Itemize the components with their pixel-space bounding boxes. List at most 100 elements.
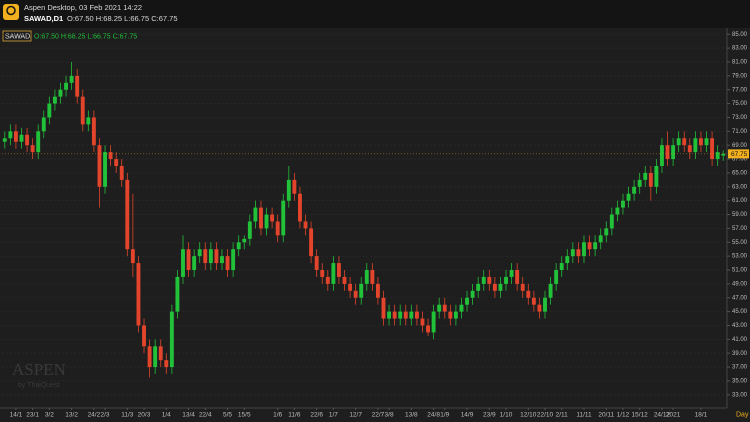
candle-body (97, 145, 102, 187)
candle-body (609, 214, 614, 229)
candle-body (19, 134, 24, 142)
x-tick-label: 22/7 (372, 412, 385, 419)
symbol-timeframe: SAWAD,D1 (24, 14, 63, 23)
candle-body (531, 297, 536, 305)
candle-body (13, 131, 18, 142)
candle-body (576, 249, 581, 257)
y-tick-label: 37.00 (732, 365, 748, 371)
candle-body (192, 256, 197, 271)
candle-body (704, 138, 709, 146)
y-tick-label: 75.00 (732, 101, 748, 107)
candle-body (615, 207, 620, 215)
candle-body (487, 276, 492, 284)
symbol-box[interactable] (2, 30, 32, 42)
x-tick-label: 2/3 (101, 412, 110, 419)
candle-body (320, 270, 325, 277)
y-tick-label: 61.00 (732, 198, 748, 204)
candle-body (470, 290, 475, 298)
candle-body (392, 311, 397, 319)
candle-body (91, 117, 96, 146)
candle-body (69, 75, 74, 83)
symbol-label: SAWAD (5, 33, 30, 40)
y-tick-label: 39.00 (732, 351, 748, 357)
candle-body (214, 249, 219, 264)
candle-body (637, 179, 642, 187)
candle-body (498, 283, 503, 291)
candle-body (604, 228, 609, 236)
candle-body (570, 249, 575, 257)
x-tick-label: 24/12 (654, 412, 671, 419)
candle-body (665, 145, 670, 160)
x-tick-label: 15/12 (632, 412, 649, 419)
candle-body (75, 75, 80, 97)
candle-body (336, 263, 341, 277)
x-tick-label: 14/1 (10, 412, 23, 419)
y-tick-label: 59.00 (732, 212, 748, 218)
x-tick-label: 13/8 (405, 412, 418, 419)
x-tick-label: 14/9 (461, 412, 474, 419)
candle-body (682, 138, 687, 146)
candle-body (442, 304, 447, 312)
candle-body (253, 207, 258, 222)
candle-body (420, 318, 425, 326)
y-tick-label: 81.00 (732, 60, 748, 66)
y-tick-label: 49.00 (732, 281, 748, 287)
candle-body (275, 221, 280, 236)
candle-body (548, 283, 553, 298)
candle-body (359, 283, 364, 298)
candle-body (632, 186, 637, 194)
candle-body (459, 304, 464, 312)
candle-body (593, 242, 598, 250)
candle-body (526, 290, 531, 298)
header-ohlc: O:67.50 H:68.25 L:66.75 C:67.75 (67, 14, 178, 23)
candle-body (153, 346, 158, 368)
y-tick-label: 43.00 (732, 323, 748, 329)
x-tick-label: 22/6 (310, 412, 323, 419)
x-tick-label: 23/1 (26, 412, 39, 419)
candle-body (119, 165, 124, 180)
time-unit[interactable]: Day (736, 411, 749, 418)
x-tick-label: 2021 (666, 412, 681, 419)
candle-body (25, 134, 30, 146)
candle-body (231, 249, 236, 271)
x-tick-label: 11/3 (121, 412, 134, 419)
candle-body (648, 172, 653, 187)
x-tick-label: 3/8 (385, 412, 394, 419)
y-tick-label: 67.00 (732, 157, 748, 163)
candle-body (36, 131, 41, 153)
y-tick-label: 35.00 (732, 379, 748, 385)
candle-body (721, 153, 726, 156)
candle-body (693, 138, 698, 153)
x-tick-label: 1/6 (273, 412, 282, 419)
candle-body (259, 207, 263, 229)
x-tick-label: 2/11 (556, 412, 569, 419)
candle-body (169, 311, 174, 368)
x-tick-label: 5/5 (223, 412, 232, 419)
candle-body (164, 360, 169, 368)
chart-area (0, 28, 750, 422)
legend-ohlc: O:67.50 H:68.25 L:66.75 C:67.75 (34, 33, 137, 40)
candle-body (147, 346, 152, 368)
candle-body (47, 103, 52, 118)
candle-body (236, 242, 241, 250)
app-icon-glyph (6, 5, 16, 16)
candle-body (715, 152, 720, 160)
candle-body (264, 214, 269, 229)
y-tick-label: 83.00 (732, 46, 748, 52)
y-tick-label: 69.00 (732, 143, 748, 149)
window-title: Aspen Desktop, 03 Feb 2021 14:22 (24, 3, 142, 12)
candle-body (543, 297, 547, 312)
y-tick-label: 85.00 (732, 32, 748, 38)
x-tick-label: 1/9 (440, 412, 449, 419)
x-tick-label: 13/4 (182, 412, 195, 419)
x-tick-label: 22/4 (199, 412, 212, 419)
candle-body (242, 238, 247, 243)
candle-body (2, 138, 7, 142)
x-tick-label: 24/8 (427, 412, 440, 419)
y-tick-label: 55.00 (732, 240, 748, 246)
candle-body (626, 193, 631, 201)
candle-body (643, 172, 648, 180)
candle-body (671, 145, 676, 160)
candle-body (587, 242, 592, 250)
candle-body (125, 179, 130, 250)
